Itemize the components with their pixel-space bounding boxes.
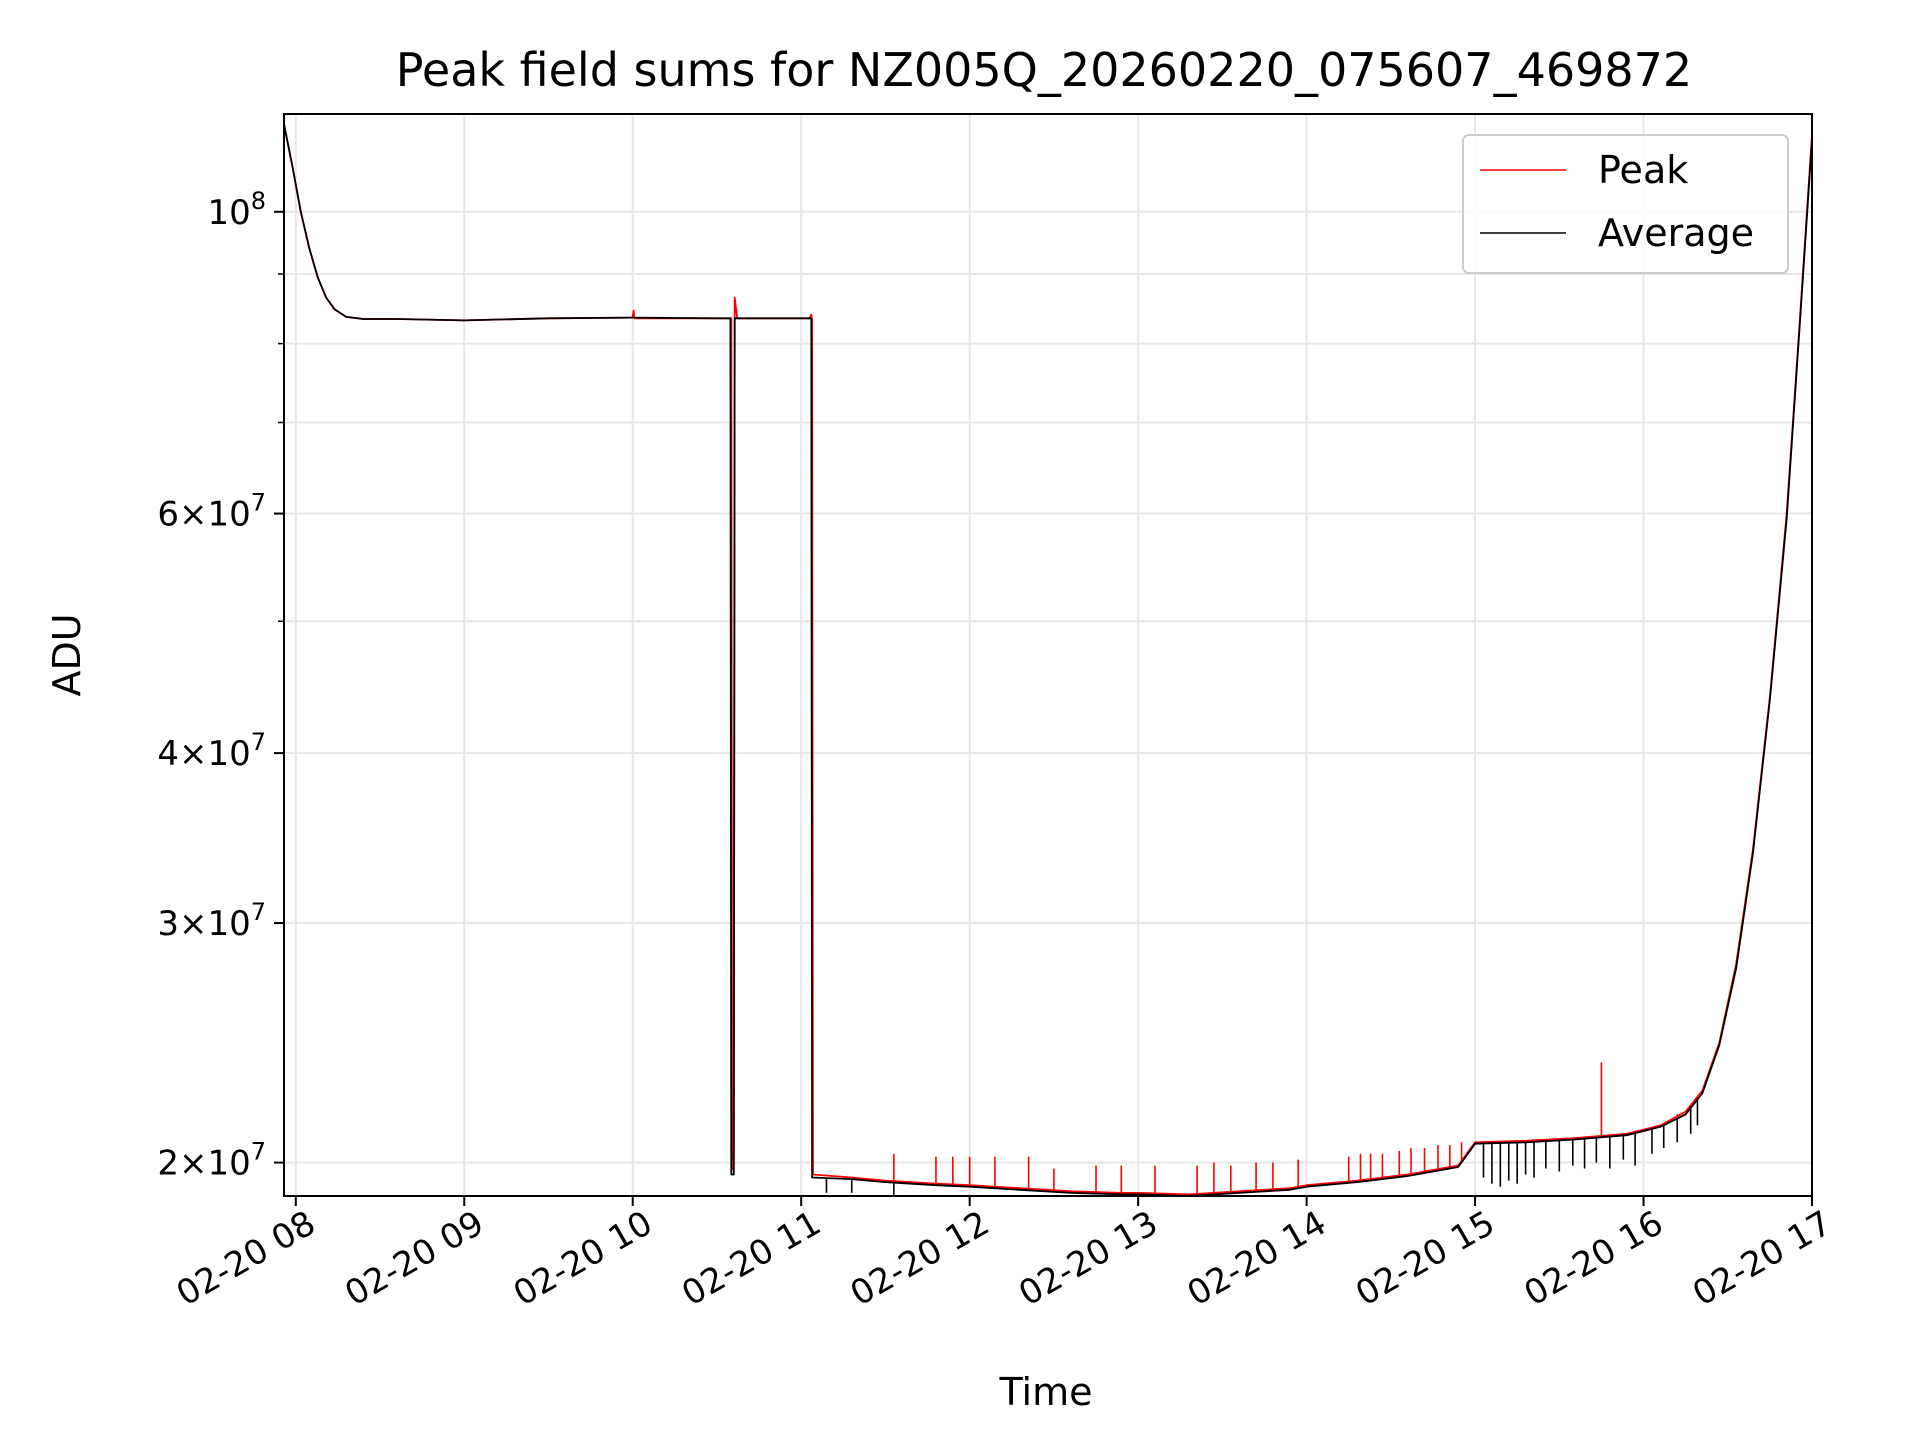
x-tick-label: 02-20 11 bbox=[675, 1203, 827, 1314]
plot-frame bbox=[283, 113, 1813, 1197]
x-axis-label: Time bbox=[999, 1370, 1093, 1414]
y-tick-label: 108 bbox=[207, 187, 266, 233]
legend: Peak Average bbox=[1462, 134, 1789, 274]
x-tick-label: 02-20 09 bbox=[338, 1203, 490, 1314]
y-tick-label: 6×107 bbox=[157, 489, 266, 535]
grid bbox=[284, 114, 1813, 1196]
series-peak-line bbox=[283, 123, 1813, 1196]
series-group bbox=[283, 123, 1813, 1197]
y-tick-label: 2×107 bbox=[157, 1138, 266, 1184]
x-tick-label: 02-20 12 bbox=[844, 1203, 996, 1314]
x-tick-label: 02-20 08 bbox=[170, 1203, 322, 1314]
y-tick-label: 4×107 bbox=[157, 728, 266, 774]
x-tick-label: 02-20 10 bbox=[507, 1203, 659, 1314]
series-average bbox=[283, 123, 1813, 1197]
y-tick-label: 3×107 bbox=[157, 898, 266, 944]
y-axis-label: ADU bbox=[45, 613, 89, 696]
x-tick-label: 02-20 15 bbox=[1349, 1203, 1501, 1314]
chart-title: Peak field sums for NZ005Q_20260220_0756… bbox=[396, 43, 1692, 97]
series-average-line bbox=[283, 123, 1813, 1197]
legend-peak-label: Peak bbox=[1598, 148, 1688, 192]
x-tick-label: 02-20 14 bbox=[1181, 1203, 1333, 1314]
x-tick-label: 02-20 16 bbox=[1518, 1203, 1670, 1314]
series-peak bbox=[283, 123, 1813, 1196]
axis-ticks: 02-20 08 02-20 09 02-20 10 02-20 11 02-20 12… bbox=[157, 187, 1838, 1314]
legend-average-label: Average bbox=[1598, 211, 1754, 255]
x-tick-label: 02-20 17 bbox=[1686, 1203, 1838, 1314]
x-tick-label: 02-20 13 bbox=[1012, 1203, 1164, 1314]
